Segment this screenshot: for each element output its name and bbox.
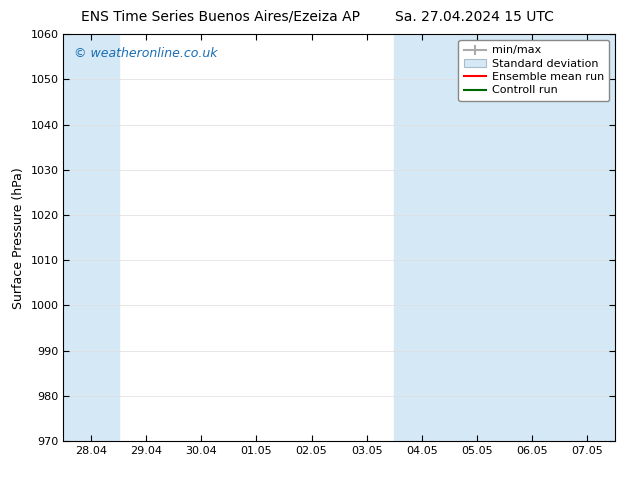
- Y-axis label: Surface Pressure (hPa): Surface Pressure (hPa): [12, 167, 25, 309]
- Bar: [505, 34, 560, 441]
- Text: ENS Time Series Buenos Aires/Ezeiza AP        Sa. 27.04.2024 15 UTC: ENS Time Series Buenos Aires/Ezeiza AP S…: [81, 10, 553, 24]
- Bar: [450, 34, 505, 441]
- Bar: [63, 34, 119, 441]
- Text: © weatheronline.co.uk: © weatheronline.co.uk: [74, 47, 218, 59]
- Legend: min/max, Standard deviation, Ensemble mean run, Controll run: min/max, Standard deviation, Ensemble me…: [458, 40, 609, 101]
- Bar: [560, 34, 615, 441]
- Bar: [394, 34, 450, 441]
